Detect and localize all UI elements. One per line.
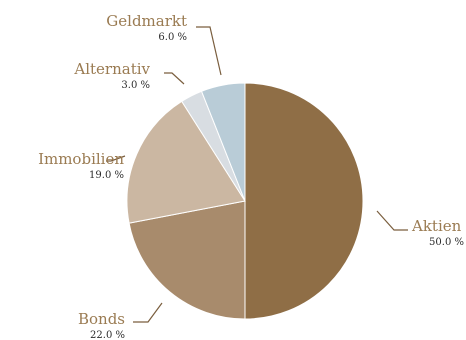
leader-line-aktien <box>376 210 408 231</box>
leader-line-bonds <box>133 302 163 323</box>
slice-label-immobilien: Immobilien <box>38 150 124 168</box>
pie-slice-geldmarkt <box>200 82 246 202</box>
pie-slice-bonds <box>128 200 246 320</box>
slice-percent-geldmarkt: 6.0 % <box>158 32 187 43</box>
slice-label-aktien: Aktien <box>411 217 462 235</box>
slice-label-geldmarkt: Geldmarkt <box>106 12 187 30</box>
leader-line-alternativ <box>164 72 185 85</box>
slice-percent-aktien: 50.0 % <box>429 237 464 248</box>
pie-slice-aktien <box>244 82 364 320</box>
slice-percent-bonds: 22.0 % <box>90 330 125 340</box>
slice-label-bonds: Bonds <box>78 310 125 328</box>
slice-label-alternativ: Alternativ <box>73 60 150 78</box>
leader-line-immobilien <box>106 155 126 162</box>
slice-percent-alternativ: 3.0 % <box>121 80 150 91</box>
leader-line-geldmarkt <box>196 26 222 76</box>
pie-slice-immobilien <box>126 100 246 224</box>
slice-percent-immobilien: 19.0 % <box>89 170 124 181</box>
